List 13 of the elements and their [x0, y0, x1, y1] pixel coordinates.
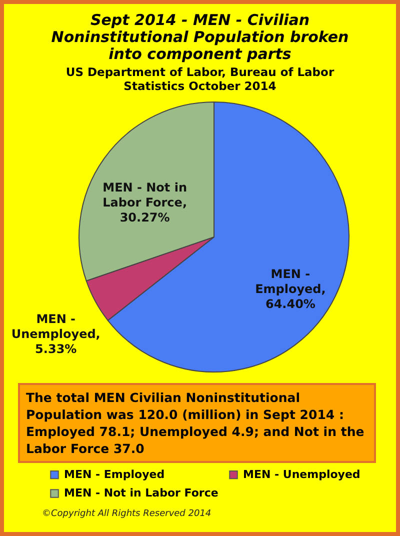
- text: 30.27%: [120, 210, 170, 225]
- category-label: MEN - Not in Labor Force,: [102, 180, 187, 210]
- legend-label: MEN - Not in Labor Force: [64, 486, 218, 500]
- legend-label: MEN - Unemployed: [243, 468, 360, 481]
- chart-subtitle: US Department of Labor, Bureau of Labor Statistics October 2014: [64, 65, 336, 93]
- legend-label: MEN - Employed: [64, 468, 165, 481]
- text: The total MEN Civilian Noninstitutional Population was 120.0 (million) in Sept 2014 : Employed 78.1; Unemployed 4.9; and Not in the Labor Force 37.0: [18, 383, 376, 463]
- category-label: MEN - Unemployed,: [11, 312, 100, 342]
- text: 5.33%: [35, 342, 77, 356]
- text: 64.40%: [265, 297, 316, 312]
- chart-title: Sept 2014 - MEN - Civilian Noninstitutional Population broken into component parts: [50, 11, 350, 63]
- text: ©Copyright All Rights Reserved 2014: [42, 509, 212, 519]
- category-label: MEN - Employed,: [255, 267, 326, 296]
